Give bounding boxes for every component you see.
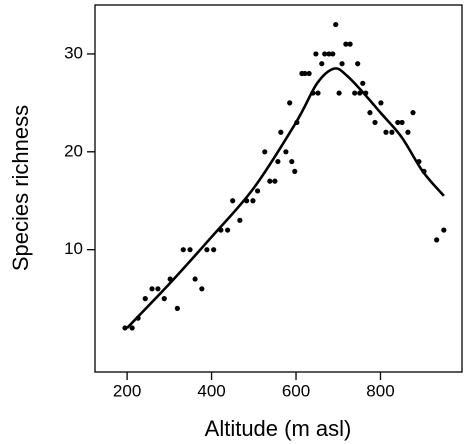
point <box>306 70 312 77</box>
point <box>352 90 358 96</box>
point <box>378 100 384 106</box>
point <box>313 51 319 57</box>
point <box>230 198 236 204</box>
y-tick-label: 20 <box>64 141 83 160</box>
x-tick-label: 400 <box>197 381 225 400</box>
y-axis-label: Species richness <box>8 105 33 271</box>
point <box>410 110 416 116</box>
point <box>129 325 135 331</box>
x-tick-label: 600 <box>282 381 310 400</box>
point <box>355 61 361 67</box>
point <box>254 188 261 194</box>
point <box>319 61 325 67</box>
point <box>149 286 155 292</box>
point <box>292 168 298 174</box>
point <box>211 247 217 253</box>
point <box>204 247 210 253</box>
point <box>330 51 336 57</box>
y-tick-label: 10 <box>64 239 83 258</box>
point <box>389 129 395 135</box>
point <box>283 149 289 155</box>
point <box>441 227 447 233</box>
point <box>287 100 293 106</box>
point <box>267 178 273 184</box>
point <box>237 217 243 223</box>
point <box>333 21 339 28</box>
point <box>372 119 378 126</box>
point <box>339 61 345 67</box>
point <box>122 325 128 331</box>
point <box>174 305 180 311</box>
point <box>278 129 284 135</box>
point <box>343 41 349 47</box>
point <box>315 90 321 96</box>
point <box>275 158 281 165</box>
x-tick-label: 800 <box>366 381 394 400</box>
point <box>199 286 205 292</box>
point <box>336 90 342 96</box>
plot-frame <box>94 4 463 373</box>
point <box>367 110 373 116</box>
point <box>155 286 161 292</box>
point <box>272 178 278 184</box>
point <box>399 119 405 126</box>
point <box>225 227 231 233</box>
point <box>289 158 295 165</box>
point <box>262 149 268 155</box>
point <box>395 119 401 126</box>
x-tick-label: 200 <box>113 381 141 400</box>
point <box>347 41 353 47</box>
point <box>250 198 256 204</box>
point <box>326 51 332 57</box>
point <box>360 80 366 86</box>
point <box>180 247 186 253</box>
point <box>405 129 411 135</box>
smooth-line <box>126 67 445 329</box>
point <box>302 70 308 77</box>
point <box>142 296 148 302</box>
x-axis-label: Altitude (m asl) <box>205 416 352 441</box>
point <box>434 237 440 243</box>
point <box>161 296 167 302</box>
point <box>383 129 389 135</box>
point <box>322 51 328 57</box>
point <box>192 276 198 282</box>
point <box>187 247 193 253</box>
y-tick-label: 30 <box>64 43 83 62</box>
